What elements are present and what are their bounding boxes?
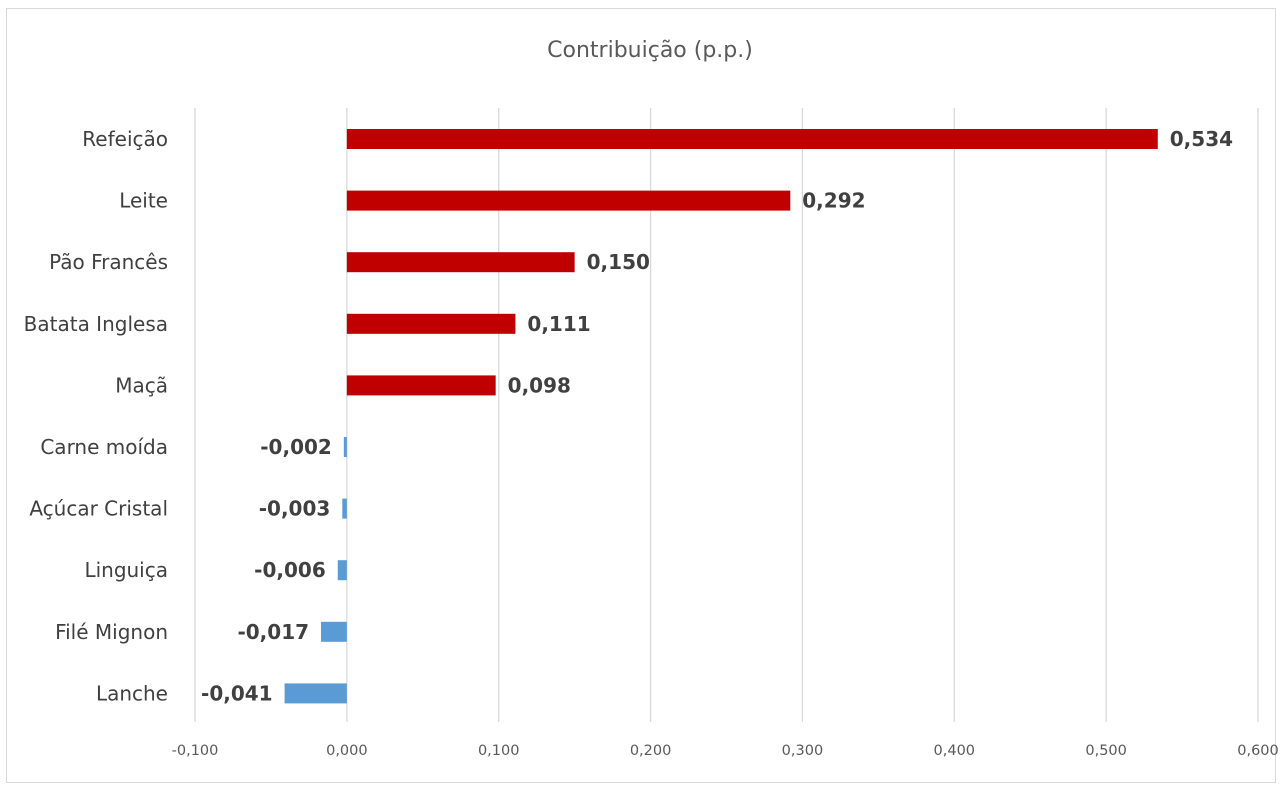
- category-label: Pão Francês: [49, 250, 168, 274]
- bar: [346, 129, 1158, 149]
- x-tick-label: -0,100: [172, 743, 219, 759]
- data-labels: 0,534 0,292 0,150 0,111 0,098 -0,002 -0,003 -0,…: [201, 127, 1233, 705]
- category-label: Lanche: [96, 681, 168, 705]
- bar: [342, 498, 347, 519]
- x-tick-label: 0,000: [326, 743, 368, 759]
- bar: [346, 252, 575, 273]
- x-tick-label: 0,500: [1085, 743, 1127, 759]
- bar: [346, 375, 496, 396]
- bars: [284, 129, 1158, 704]
- x-tick-label: 0,600: [1237, 743, 1279, 759]
- category-label: Açúcar Cristal: [29, 497, 168, 521]
- x-tick-label: 0,100: [478, 743, 520, 759]
- bar: [321, 621, 347, 642]
- value-axis: -0,100 0,000 0,100 0,200 0,300 0,400 0,500 0,60…: [172, 743, 1279, 759]
- bar: [346, 190, 791, 211]
- category-label: Refeição: [82, 127, 168, 151]
- data-label: -0,041: [201, 681, 273, 705]
- category-label: Filé Mignon: [55, 620, 168, 644]
- bar: [284, 683, 347, 704]
- data-label: -0,003: [259, 497, 331, 521]
- x-tick-label: 0,300: [782, 743, 824, 759]
- data-label: -0,006: [254, 558, 326, 582]
- category-label: Linguiça: [84, 558, 168, 582]
- x-tick-label: 0,400: [934, 743, 976, 759]
- data-label: -0,017: [237, 620, 309, 644]
- data-label: -0,002: [260, 435, 332, 459]
- data-label: 0,111: [527, 312, 590, 336]
- category-label: Carne moída: [40, 435, 168, 459]
- chart-title: Contribuição (p.p.): [547, 38, 753, 63]
- bar: [346, 313, 516, 334]
- bar: [343, 437, 347, 457]
- category-axis: Refeição Leite Pão Francês Batata Inglesa Ma…: [24, 127, 168, 705]
- x-tick-label: 0,200: [630, 743, 672, 759]
- category-label: Leite: [119, 189, 168, 213]
- category-label: Batata Inglesa: [24, 312, 168, 336]
- data-label: 0,292: [802, 189, 865, 213]
- data-label: 0,534: [1170, 127, 1233, 151]
- data-label: 0,098: [508, 373, 571, 397]
- bar: [337, 560, 347, 581]
- data-label: 0,150: [587, 250, 650, 274]
- category-label: Maçã: [115, 373, 168, 397]
